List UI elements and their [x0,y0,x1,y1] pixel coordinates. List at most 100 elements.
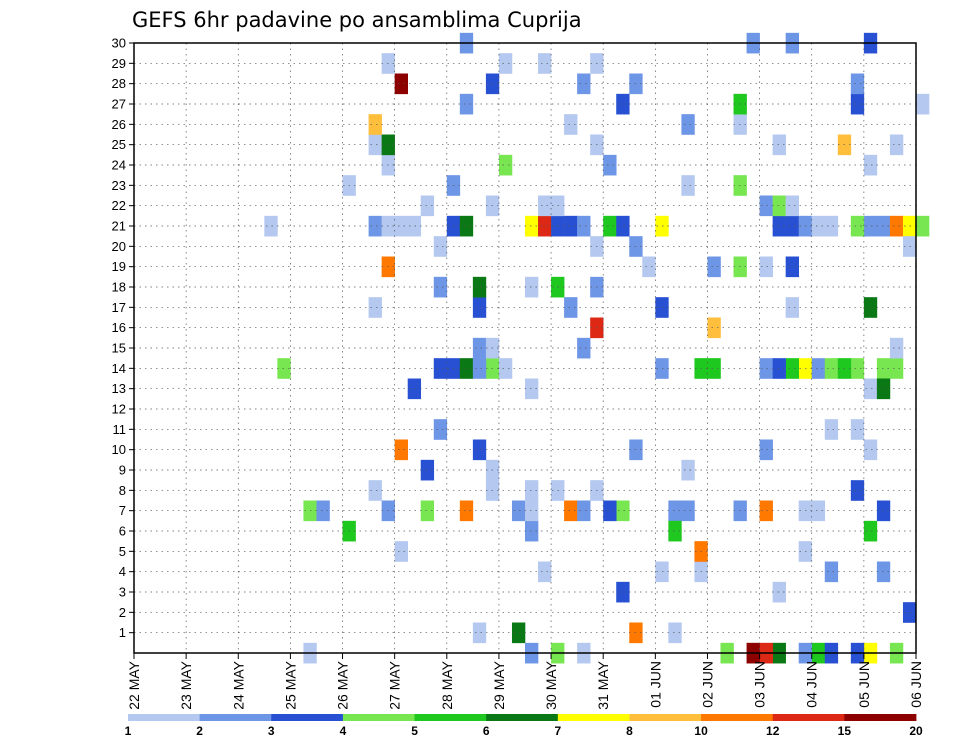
colorbar-swatch [629,714,702,721]
y-tick-label: 23 [112,178,126,193]
precip-cell-167 [525,276,539,298]
x-tick-label: 29 MAY [491,660,507,709]
precip-cell-105 [616,581,630,603]
precip-cell-166 [472,276,487,298]
precip-cell-143 [433,419,448,440]
precip-cell-119 [459,500,474,522]
precip-cell-144 [824,419,839,440]
precip-cell-19 [811,358,826,379]
colorbar-tick-label: 2 [196,724,203,738]
y-tick-label: 5 [119,544,126,559]
y-tick-label: 8 [119,483,126,498]
y-tick-label: 7 [119,503,126,518]
precip-cell-153 [472,337,487,359]
x-tick-label: 06 JUN [908,661,924,708]
precip-cell-146 [407,378,422,400]
x-tick-label: 24 MAY [230,660,246,709]
precip-cell-176 [433,236,448,257]
precip-cell-108 [655,561,669,583]
colorbar-tick-label: 7 [554,724,561,738]
precip-cell-100 [472,622,487,644]
precip-cell-31 [564,215,578,237]
precip-cell-39 [889,215,904,237]
precip-cell-41 [916,215,930,237]
precip-cell-22 [876,358,891,379]
precip-cell-15 [668,500,682,522]
precip-cell-149 [876,378,891,400]
precip-cell-28 [525,215,539,237]
precip-cell-112 [394,541,408,562]
precip-cell-107 [538,561,552,583]
x-tick-label: 01 JUN [647,661,663,708]
y-tick-label: 22 [112,198,126,213]
precip-cell-73 [368,215,382,237]
y-tick-label: 9 [119,463,126,478]
precip-cell-76 [407,215,422,237]
precip-cell-192 [681,175,695,196]
y-tick-label: 29 [112,56,126,71]
precip-cell-118 [863,520,878,542]
colorbar-tick-label: 20 [909,724,923,738]
precip-cell-163 [785,297,799,318]
precip-cell-38 [876,215,891,237]
precip-cell-158 [707,317,721,339]
x-tick-label: 05 JUN [856,661,872,708]
precip-cell-124 [681,500,695,522]
precip-cell-159 [368,297,382,318]
precip-cell-145 [850,419,865,440]
y-tick-label: 24 [112,158,126,173]
y-tick-label: 4 [119,564,126,579]
precip-cell-32 [577,215,591,237]
colorbar-swatch [772,714,845,721]
precip-cell-37 [863,215,878,237]
precip-cell-101 [511,622,526,644]
precip-cell-23 [889,358,904,379]
y-tick-label: 28 [112,76,126,91]
precip-cell-215 [577,73,591,95]
precip-cell-189 [785,195,799,217]
precip-cell-175 [785,256,799,278]
y-tick-label: 25 [112,137,126,152]
x-tick-label: 22 MAY [126,660,142,709]
precip-cell-125 [759,500,773,522]
precip-cell-172 [707,256,721,278]
precip-cell-127 [811,500,826,522]
y-tick-label: 18 [112,280,126,295]
x-tick-label: 30 MAY [543,660,559,709]
y-tick-label: 12 [112,402,126,417]
y-tick-label: 15 [112,341,126,356]
precip-cell-160 [472,297,487,318]
y-tick-label: 27 [112,97,126,112]
colorbar-tick-label: 1 [125,724,132,738]
precip-cell-185 [538,195,552,217]
grid-lines [134,43,916,653]
precip-cell-162 [655,297,669,318]
x-tick-label: 02 JUN [699,661,715,708]
precip-cell-201 [772,134,786,156]
precip-cell-12 [577,500,591,522]
y-tick-label: 14 [112,361,126,376]
precip-cell-34 [772,215,786,237]
precip-cell-217 [850,73,865,95]
precip-cell-206 [681,114,695,135]
colorbar-swatch [701,714,774,721]
precip-cell-13 [616,500,630,522]
x-tick-label: 23 MAY [178,660,194,709]
colorbar: 1 2 3 4 5 6 7 8 10 12 15 20 [125,714,923,738]
colorbar-swatch [844,714,917,721]
precip-cell-161 [564,297,578,318]
precip-cell-164 [863,297,878,318]
x-axis: 22 MAY 23 MAY 24 MAY 25 MAY 26 MAY 27 MAY 28 M… [126,653,924,710]
precip-cell-81 [655,215,669,237]
colorbar-tick-label: 10 [694,724,708,738]
colorbar-tick-label: 5 [411,724,418,738]
precip-cell-84 [850,215,865,237]
colorbar-tick-label: 3 [268,724,275,738]
precip-cell-156 [889,337,904,359]
precip-cell-116 [525,520,539,542]
precip-cell-209 [616,93,630,115]
precip-cell-35 [785,215,799,237]
colorbar-swatch [271,714,344,721]
precip-cell-205 [564,114,578,135]
precip-cell-134 [850,480,865,501]
